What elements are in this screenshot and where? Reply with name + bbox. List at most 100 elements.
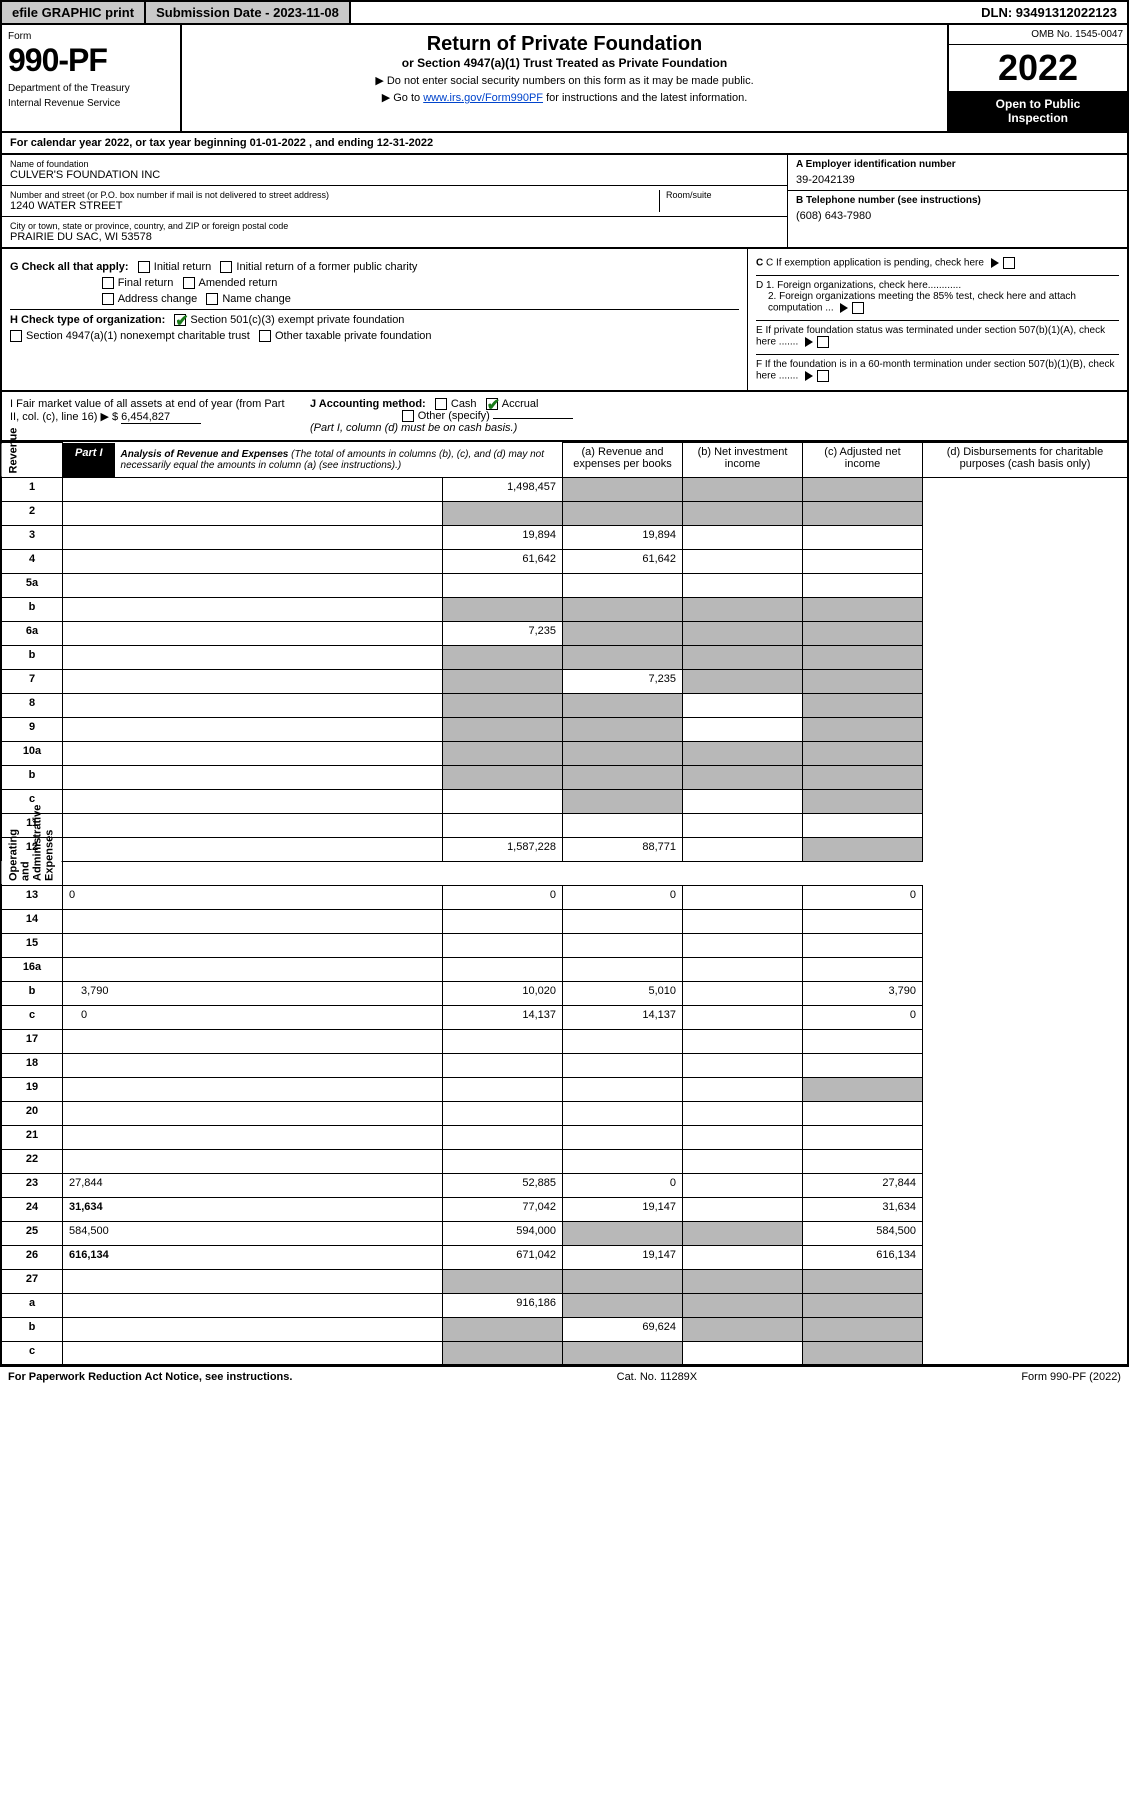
final-return-checkbox[interactable] [102,277,114,289]
table-cell: 9 [1,717,63,741]
table-cell: 27,844 [63,1173,443,1197]
e-checkbox[interactable] [817,336,829,348]
table-cell: 10,020 [443,981,563,1005]
table-cell [683,717,803,741]
table-cell: 15 [1,933,63,957]
table-cell [563,477,683,501]
table-cell [563,1029,683,1053]
table-cell [63,573,443,597]
name-label: Name of foundation [10,159,779,169]
c-checkbox[interactable] [1003,257,1015,269]
table-cell [803,957,923,981]
table-cell [563,645,683,669]
table-cell [563,909,683,933]
form-label: Form [8,31,174,42]
table-cell [803,1077,923,1101]
table-cell: 7,235 [563,669,683,693]
table-cell [803,1053,923,1077]
table-cell: 0 [443,885,563,909]
table-cell [803,837,923,861]
table-cell [683,957,803,981]
irs-link[interactable]: www.irs.gov/Form990PF [423,92,543,104]
table-cell [683,909,803,933]
table-cell: b [1,1317,63,1341]
table-cell [683,933,803,957]
table-cell [63,1341,443,1365]
table-cell: 26 [1,1245,63,1269]
foundation-name: CULVER'S FOUNDATION INC [10,169,779,181]
table-cell [683,741,803,765]
checkboxes-block: G Check all that apply: Initial return I… [0,249,1129,392]
table-cell [683,1053,803,1077]
d2-label: 2. Foreign organizations meeting the 85%… [756,291,1119,314]
city-label: City or town, state or province, country… [10,221,779,231]
e-label: E If private foundation status was termi… [756,320,1119,348]
table-cell [63,837,443,861]
table-cell: 61,642 [443,549,563,573]
address-change-checkbox[interactable] [102,293,114,305]
table-cell: 10a [1,741,63,765]
amended-return-checkbox[interactable] [183,277,195,289]
4947a1-checkbox[interactable] [10,330,22,342]
table-cell: 21 [1,1125,63,1149]
form-id-block: Form 990-PF Department of the Treasury I… [2,25,182,131]
table-cell [683,765,803,789]
table-cell: 19 [1,1077,63,1101]
city-state-zip: PRAIRIE DU SAC, WI 53578 [10,231,779,243]
form-number: 990-PF [8,42,174,79]
table-cell [803,1341,923,1365]
table-cell [683,981,803,1005]
table-cell [563,1293,683,1317]
col-a-head: (a) Revenue and expenses per books [563,443,683,478]
table-cell: 77,042 [443,1197,563,1221]
other-method-checkbox[interactable] [402,410,414,422]
f-label: F If the foundation is in a 60-month ter… [756,354,1119,382]
d2-checkbox[interactable] [852,302,864,314]
other-taxable-checkbox[interactable] [259,330,271,342]
table-cell: 594,000 [443,1221,563,1245]
table-cell [443,1317,563,1341]
efile-label: efile GRAPHIC print [2,2,146,23]
table-cell: 16a [1,957,63,981]
j-block: J Accounting method: Cash Accrual Other … [310,398,573,434]
accrual-checkbox[interactable] [486,398,498,410]
former-charity-checkbox[interactable] [220,261,232,273]
table-cell: 24 [1,1197,63,1221]
ein-value: 39-2042139 [796,174,1119,186]
table-cell [443,573,563,597]
name-change-checkbox[interactable] [206,293,218,305]
table-cell: 6a [1,621,63,645]
table-cell [683,669,803,693]
d1-label: D 1. Foreign organizations, check here..… [756,275,1119,291]
part1-label: Part I [63,443,115,477]
table-cell: 27,844 [803,1173,923,1197]
arrow-icon [805,337,813,347]
table-cell [563,1221,683,1245]
f-checkbox[interactable] [817,370,829,382]
submission-date: Submission Date - 2023-11-08 [146,2,351,23]
form-title: Return of Private Foundation [190,33,939,56]
table-cell [63,669,443,693]
table-cell [683,1197,803,1221]
table-cell [683,1245,803,1269]
table-cell [443,597,563,621]
h-row: H Check type of organization: Section 50… [10,309,739,326]
table-cell [63,909,443,933]
form-footer-ref: Form 990-PF (2022) [1021,1371,1121,1383]
form-note-1: ▶ Do not enter social security numbers o… [190,74,939,87]
table-cell [563,1149,683,1173]
table-cell [803,597,923,621]
table-cell [63,1029,443,1053]
table-cell [563,621,683,645]
table-cell: 616,134 [63,1245,443,1269]
col-d-head: (d) Disbursements for charitable purpose… [923,443,1129,478]
form-note-2: ▶ Go to www.irs.gov/Form990PF for instru… [190,91,939,104]
cash-checkbox[interactable] [435,398,447,410]
table-cell [563,597,683,621]
table-cell: 0 [803,885,923,909]
table-cell [63,1053,443,1077]
501c3-checkbox[interactable] [174,314,186,326]
initial-return-checkbox[interactable] [138,261,150,273]
table-cell [683,1269,803,1293]
table-cell [683,693,803,717]
